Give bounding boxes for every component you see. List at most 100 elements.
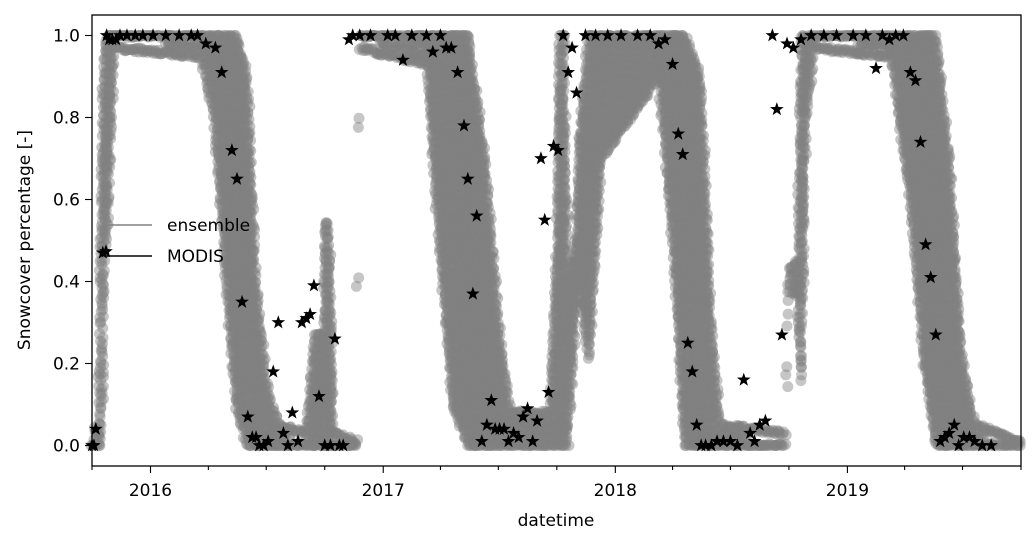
ensemble-point [197,59,209,71]
ensemble-point [210,116,222,128]
ensemble-point [100,123,112,135]
ensemble-point [172,47,184,58]
ensemble-point [214,85,225,97]
ensemble-point [196,51,208,63]
ensemble-point [93,265,105,276]
ensemble-point [210,30,222,41]
ensemble-point [99,200,111,211]
ensemble-point [219,52,230,64]
ensemble-point [492,307,504,319]
ensemble-point [215,109,226,121]
ensemble-point [157,48,168,59]
ensemble-point [149,45,161,56]
ensemble-point [212,87,224,98]
ensemble-point [121,44,133,56]
ensemble-point [216,89,227,101]
ensemble-point [102,101,114,113]
ensemble-point [221,127,233,138]
ensemble-point [255,327,267,338]
ensemble-point [104,65,115,77]
ensemble-point [104,46,116,58]
ensemble-point [217,129,229,141]
ensemble-point [99,195,111,207]
ensemble-point [95,335,107,347]
ensemble-point [99,180,111,192]
ensemble-point [244,101,256,112]
ensemble-point [205,60,217,72]
ensemble-point [105,96,117,108]
ensemble-point [101,233,112,245]
ensemble-point [100,166,112,177]
ensemble-point [472,96,484,108]
ensemble-point [219,239,231,251]
ensemble-point [138,46,150,57]
ensemble-point [96,300,108,312]
ensemble-point [208,31,220,43]
ensemble-point [105,44,117,55]
ensemble-point [485,231,497,243]
ensemble-point [169,48,181,60]
ensemble-point [171,49,183,61]
ensemble-point [211,113,223,125]
ensemble-point [197,45,209,57]
ensemble-point [102,159,114,171]
ensemble-point [101,47,113,59]
ensemble-point [204,58,216,70]
ensemble-point [94,317,106,329]
ensemble-point [118,42,130,54]
ensemble-point [202,83,214,95]
ensemble-point [217,128,229,140]
ensemble-point [101,181,113,193]
ensemble-point [220,106,231,118]
ensemble-point [167,30,179,41]
ensemble-point [217,104,229,115]
ensemble-point [108,50,120,62]
ensemble-point [104,98,116,110]
ensemble-point [212,156,224,168]
ensemble-point [104,154,116,165]
ensemble-point [174,39,186,51]
ensemble-point [215,143,227,154]
ensemble-point [101,179,112,191]
ensemble-point [99,98,111,110]
ensemble-point [216,107,228,119]
ensemble-point [219,94,231,106]
ensemble-point [182,41,194,53]
ensemble-point [207,98,219,110]
ensemble-point [96,83,108,95]
ensemble-point [217,153,229,165]
ensemble-point [104,73,116,85]
ensemble-point [100,68,112,80]
ensemble-point [488,263,499,275]
ensemble-point [221,258,233,270]
ensemble-point [218,121,230,133]
ensemble-point [106,111,117,123]
ensemble-point [206,83,218,95]
ensemble-point [99,224,111,236]
ensemble-point [215,215,227,227]
ensemble-point [258,365,270,377]
ensemble-point [96,156,108,167]
ensemble-point [216,169,228,181]
ensemble-point [241,71,253,83]
ensemble-point [102,168,114,180]
ensemble-point [110,42,122,53]
ensemble-point [98,146,109,158]
ensemble-point [325,307,337,319]
ensemble-point [216,202,228,214]
ensemble-point [103,116,115,128]
ensemble-point [105,106,117,118]
ensemble-point [103,150,115,161]
ensemble-point [169,47,180,59]
ensemble-point [215,58,227,69]
ensemble-point [95,294,107,305]
ensemble-point [218,51,230,63]
ensemble-point [101,97,113,109]
ensemble-point [247,246,259,257]
ensemble-point [94,368,106,380]
ensemble-point [353,272,365,284]
ensemble-point [182,49,194,61]
ensemble-point [193,42,205,54]
ensemble-point [104,89,116,101]
ensemble-point [93,429,105,441]
